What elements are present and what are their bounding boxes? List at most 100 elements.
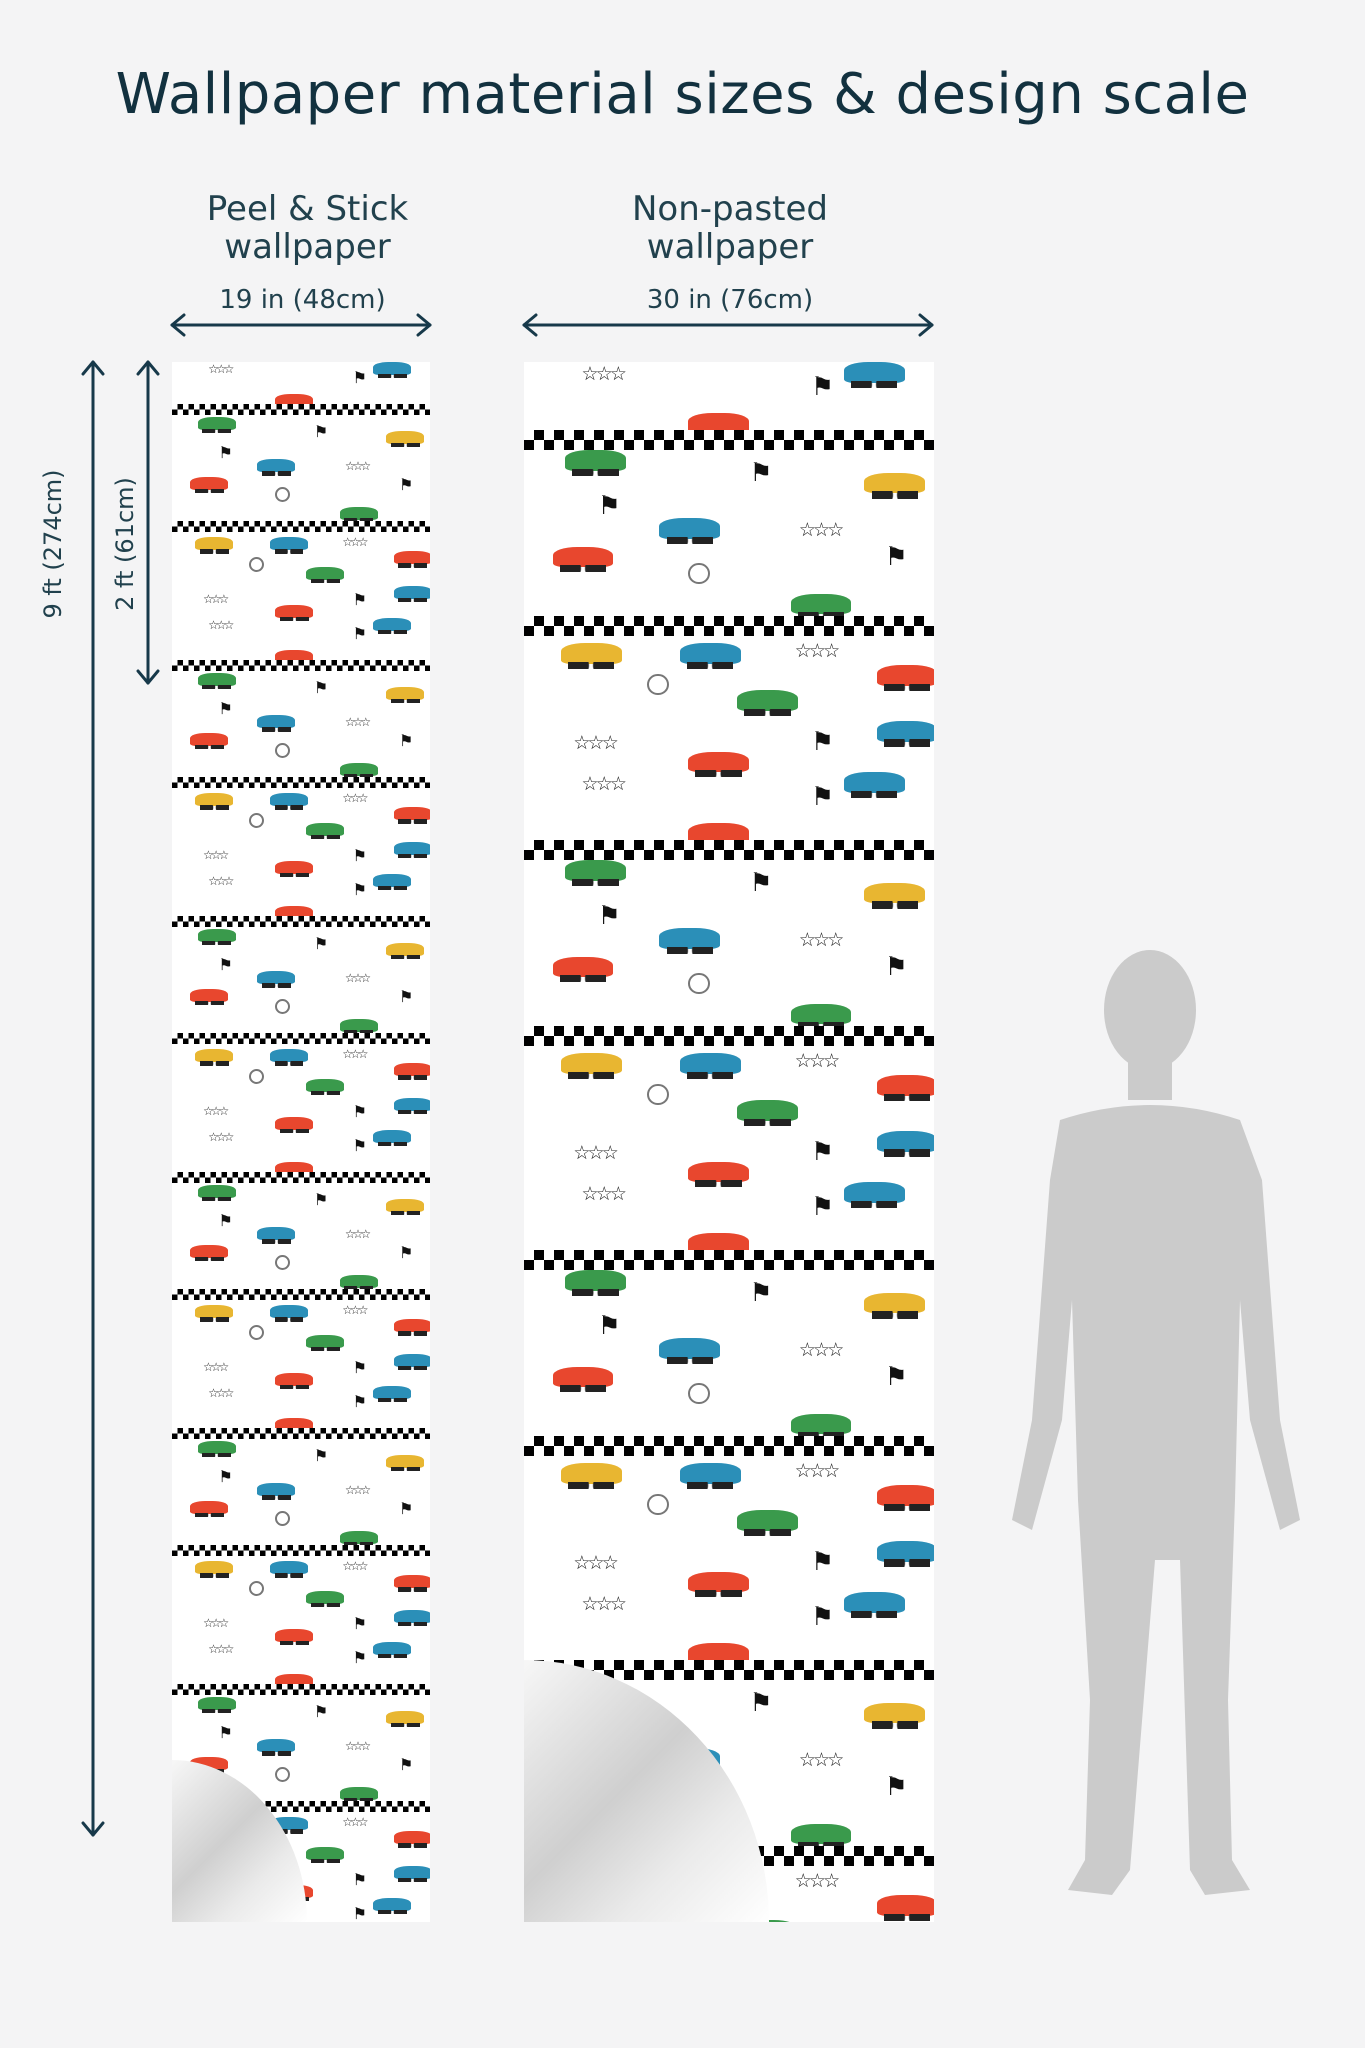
star-icon: ☆☆☆	[208, 1642, 234, 1656]
car-icon	[565, 450, 626, 476]
checkered-flag-icon: ⚑	[218, 1210, 233, 1230]
checkered-flag-icon: ⚑	[811, 372, 834, 403]
checkered-flag-icon: ⚑	[811, 1546, 834, 1577]
checkered-flag-icon: ⚑	[399, 730, 414, 750]
star-icon: ☆☆☆	[573, 1551, 619, 1574]
star-icon: ☆☆☆	[344, 1739, 371, 1754]
car-icon	[876, 1540, 934, 1567]
checkered-band	[172, 1032, 430, 1044]
checkered-flag-icon: ⚑	[218, 1722, 233, 1742]
car-icon	[306, 566, 345, 584]
car-icon	[552, 546, 614, 573]
car-icon	[257, 715, 296, 732]
checkered-band	[172, 1172, 430, 1184]
star-icon: ☆☆☆	[342, 1558, 368, 1573]
car-icon	[270, 537, 309, 554]
car-icon	[659, 927, 721, 954]
car-icon	[565, 1270, 626, 1296]
car-icon	[339, 506, 378, 523]
star-icon: ☆☆☆	[202, 592, 229, 607]
car-icon	[197, 1441, 236, 1458]
car-icon	[339, 1274, 378, 1291]
checkered-flag-icon: ⚑	[884, 1772, 908, 1803]
checkered-flag-icon: ⚑	[218, 442, 233, 462]
car-icon	[270, 1561, 309, 1578]
medal-icon	[249, 812, 265, 828]
car-icon	[876, 720, 934, 747]
car-icon	[306, 1590, 345, 1608]
car-icon	[197, 1697, 236, 1714]
non-pasted-label-line1: Non-pasted	[631, 189, 828, 229]
medal-icon	[249, 1324, 265, 1340]
checkered-flag-icon: ⚑	[352, 845, 367, 865]
car-icon	[339, 1018, 378, 1035]
star-icon: ☆☆☆	[794, 1868, 841, 1892]
car-icon	[876, 1075, 934, 1102]
car-icon	[864, 472, 926, 499]
checkered-flag-icon: ⚑	[352, 1904, 367, 1922]
checkered-flag-icon: ⚑	[313, 934, 329, 954]
car-icon	[659, 517, 721, 544]
checkered-flag-icon: ⚑	[399, 1242, 414, 1262]
car-icon	[306, 1334, 345, 1352]
star-icon: ☆☆☆	[794, 1458, 841, 1482]
car-icon	[373, 362, 412, 379]
checkered-flag-icon: ⚑	[313, 1446, 329, 1466]
checkered-band	[172, 1684, 430, 1696]
checkered-flag-icon: ⚑	[811, 726, 834, 757]
star-icon: ☆☆☆	[573, 731, 619, 754]
car-icon	[386, 1199, 425, 1216]
non-pasted-label: Non-pasted wallpaper	[560, 190, 900, 266]
star-icon: ☆☆☆	[344, 1483, 371, 1498]
car-icon	[876, 1130, 934, 1157]
car-icon	[195, 1561, 234, 1578]
car-icon	[843, 772, 905, 798]
star-icon: ☆☆☆	[208, 874, 234, 888]
car-icon	[393, 1319, 430, 1336]
car-icon	[257, 1483, 296, 1500]
checkered-flag-icon: ⚑	[597, 491, 621, 522]
car-icon	[195, 793, 234, 810]
star-icon: ☆☆☆	[344, 715, 371, 730]
checkered-flag-icon: ⚑	[749, 458, 773, 489]
checkered-flag-icon: ⚑	[399, 1754, 414, 1774]
car-icon	[843, 1182, 905, 1208]
star-icon: ☆☆☆	[208, 1386, 234, 1400]
car-icon	[393, 1063, 430, 1080]
car-icon	[275, 1373, 314, 1390]
checkered-flag-icon: ⚑	[352, 1392, 367, 1412]
car-icon	[373, 1130, 412, 1147]
car-icon	[373, 1898, 412, 1915]
star-icon: ☆☆☆	[798, 1747, 845, 1771]
medal-icon	[647, 673, 669, 696]
star-icon: ☆☆☆	[798, 927, 845, 951]
car-icon	[843, 1592, 905, 1618]
star-icon: ☆☆☆	[202, 1616, 229, 1631]
medal-icon	[688, 562, 710, 585]
checkered-flag-icon: ⚑	[313, 1190, 329, 1210]
car-icon	[393, 807, 430, 824]
car-icon	[864, 1292, 926, 1319]
car-icon	[393, 1866, 430, 1883]
checkered-flag-icon: ⚑	[811, 782, 834, 813]
checkered-flag-icon: ⚑	[399, 986, 414, 1006]
car-icon	[659, 1337, 721, 1364]
checkered-flag-icon: ⚑	[218, 698, 233, 718]
car-icon	[190, 989, 229, 1006]
car-icon	[197, 929, 236, 946]
car-icon	[737, 690, 798, 716]
car-icon	[393, 842, 430, 859]
car-icon	[393, 1354, 430, 1371]
page-title: Wallpaper material sizes & design scale	[115, 62, 1250, 127]
checkered-flag-icon: ⚑	[352, 589, 367, 609]
checkered-band	[524, 839, 934, 860]
checkered-flag-icon: ⚑	[811, 1136, 834, 1167]
car-icon	[270, 793, 309, 810]
checkered-flag-icon: ⚑	[352, 1869, 367, 1889]
checkered-flag-icon: ⚑	[313, 678, 329, 698]
checkered-flag-icon: ⚑	[313, 422, 329, 442]
star-icon: ☆☆☆	[342, 534, 368, 549]
car-icon	[393, 1610, 430, 1627]
